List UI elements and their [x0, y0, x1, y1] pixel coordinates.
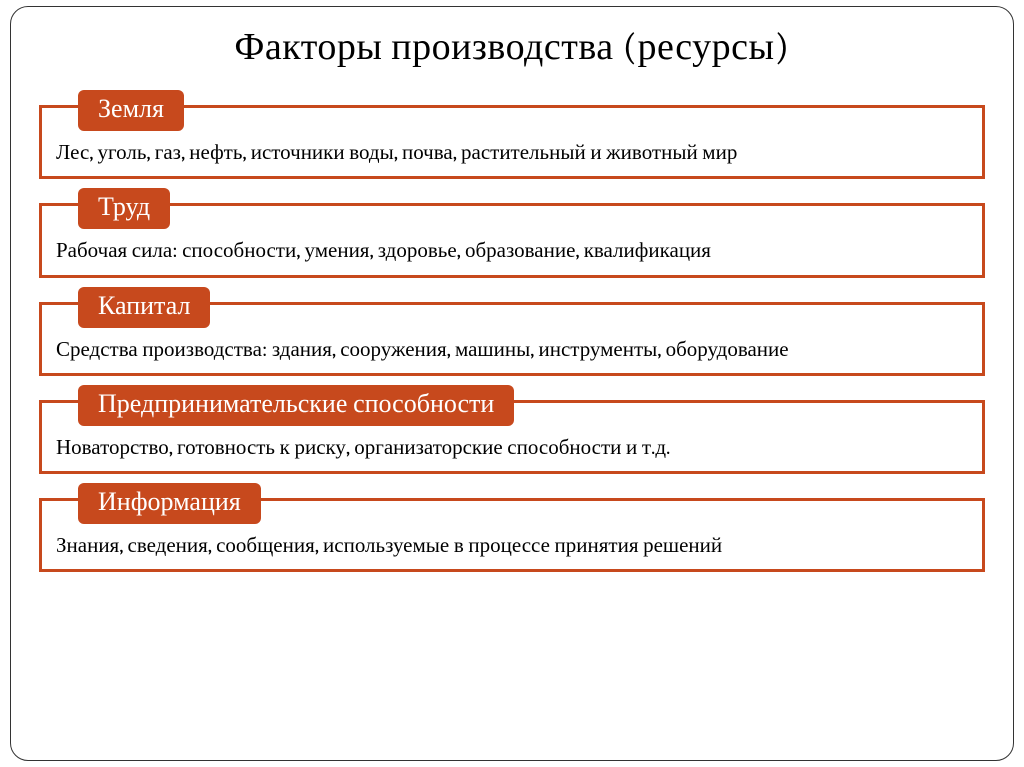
factor-desc: Лес, уголь, газ, нефть, источники воды, … — [56, 136, 968, 166]
slide-frame: Факторы производства (ресурсы) Земля Лес… — [10, 6, 1014, 761]
factor-tab: Капитал — [78, 287, 210, 328]
factor-tab: Земля — [78, 90, 184, 131]
factor-tab: Труд — [78, 188, 170, 229]
factor-desc: Рабочая сила: способности, умения, здоро… — [56, 234, 968, 264]
factor-block: Капитал Средства производства: здания, с… — [39, 302, 985, 376]
factor-desc: Средства производства: здания, сооружени… — [56, 333, 968, 363]
factor-block: Предпринимательские способности Новаторс… — [39, 400, 985, 474]
factor-block: Земля Лес, уголь, газ, нефть, источники … — [39, 105, 985, 179]
factor-desc: Знания, сведения, сообщения, используемы… — [56, 529, 968, 559]
factor-desc: Новаторство, готовность к риску, организ… — [56, 431, 968, 461]
factor-tab: Предпринимательские способности — [78, 385, 514, 426]
factor-tab: Информация — [78, 483, 261, 524]
factor-list: Земля Лес, уголь, газ, нефть, источники … — [39, 105, 985, 572]
factor-block: Информация Знания, сведения, сообщения, … — [39, 498, 985, 572]
factor-block: Труд Рабочая сила: способности, умения, … — [39, 203, 985, 277]
page-title: Факторы производства (ресурсы) — [39, 25, 985, 69]
